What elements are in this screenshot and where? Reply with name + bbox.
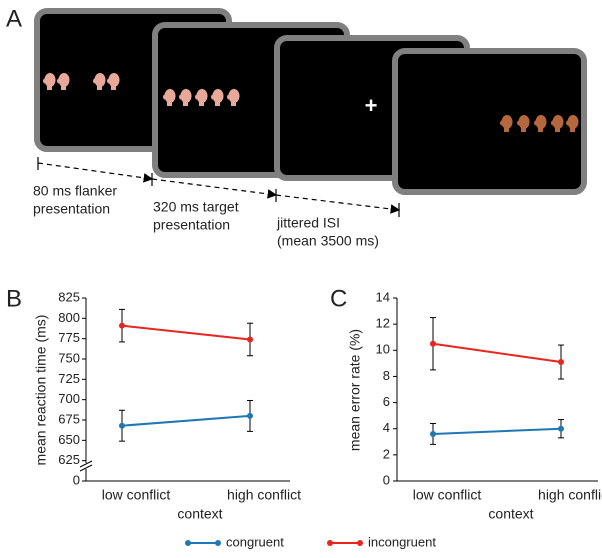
legend-dot	[327, 540, 333, 546]
y-tick-label: 650	[58, 432, 80, 447]
panel-label: A	[6, 5, 22, 32]
point	[247, 336, 253, 343]
y-tick-label: 625	[58, 452, 80, 467]
y-tick-label: 10	[376, 342, 390, 357]
y-tick-label: 700	[58, 391, 80, 406]
y-tick-label: 750	[58, 350, 80, 365]
y-tick-label: 725	[58, 371, 80, 386]
legend-dot	[357, 540, 363, 546]
point	[430, 430, 436, 437]
step-label: 320 ms target	[153, 199, 239, 215]
x-axis-label: context	[177, 506, 222, 522]
y-tick-label: 675	[58, 411, 80, 426]
x-tick-label: high conflict	[227, 487, 301, 503]
y-tick-label: 775	[58, 330, 80, 345]
point	[119, 322, 125, 329]
point	[430, 340, 436, 347]
y-tick-label: 12	[376, 316, 390, 331]
point	[119, 422, 125, 429]
y-tick-label: 6	[383, 394, 390, 409]
step-label: presentation	[33, 201, 110, 217]
y-tick-label: 825	[58, 289, 80, 304]
y-axis-label: mean error rate (%)	[347, 329, 363, 451]
series-line	[121, 414, 251, 427]
axis-break-gap	[80, 463, 92, 469]
series-line	[121, 324, 251, 341]
y-tick-label: 4	[383, 420, 390, 435]
point	[247, 412, 253, 419]
y-axis-label: mean reaction time (ms)	[33, 315, 49, 466]
legend-label: incongruent	[368, 534, 436, 549]
x-axis-label: context	[488, 506, 533, 522]
x-tick-label: high conflict	[538, 487, 602, 503]
point	[558, 425, 564, 432]
timeline	[37, 157, 401, 217]
y-tick-label: 0	[73, 472, 80, 487]
axis-break	[79, 464, 93, 472]
y-tick-label: 14	[376, 289, 390, 304]
screen	[392, 48, 587, 195]
y-tick-label: 0	[383, 472, 390, 487]
series-line	[432, 342, 562, 364]
x-tick-label: low conflict	[102, 487, 171, 503]
panel-label: C	[330, 285, 347, 312]
axis-break	[79, 460, 93, 468]
legend-label: congruent	[226, 534, 284, 549]
step-label: jittered ISI	[276, 215, 340, 231]
x-tick-label: low conflict	[413, 487, 482, 503]
y-tick-label: 8	[383, 368, 390, 383]
legend-dot	[215, 540, 221, 546]
panel-label: B	[6, 285, 22, 312]
point	[558, 359, 564, 366]
y-tick-label: 800	[58, 310, 80, 325]
series-line	[432, 427, 562, 435]
step-label: 80 ms flanker	[33, 183, 117, 199]
step-label: presentation	[153, 217, 230, 233]
fixation-cross: +	[365, 93, 378, 118]
y-tick-label: 2	[383, 446, 390, 461]
step-label: (mean 3500 ms)	[277, 233, 379, 249]
legend-dot	[185, 540, 191, 546]
